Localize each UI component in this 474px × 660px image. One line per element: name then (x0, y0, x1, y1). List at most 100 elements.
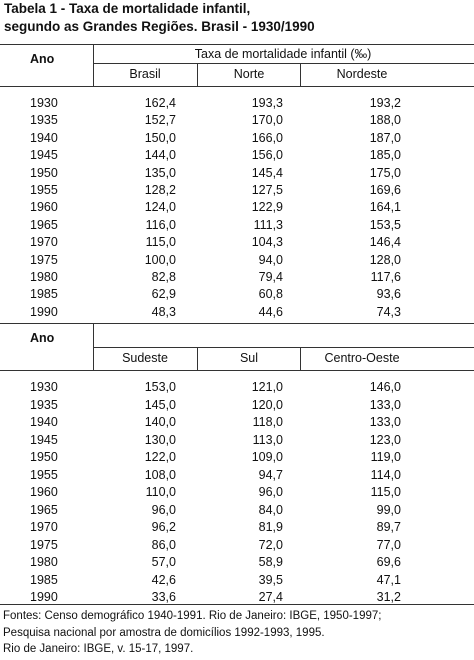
value-cell: 133,0 (369, 397, 401, 412)
value-cell: 94,7 (258, 467, 283, 482)
value-cell: 145,4 (251, 165, 283, 180)
year-header: Ano (30, 331, 55, 345)
value-cell: 86,0 (151, 537, 176, 552)
rule (93, 44, 94, 86)
footnote: Pesquisa nacional por amostra de domicíl… (3, 626, 325, 639)
value-cell: 72,0 (258, 537, 283, 552)
year-cell: 1965 (30, 502, 58, 517)
value-cell: 121,0 (251, 380, 283, 394)
value-cell: 123,0 (369, 432, 401, 447)
value-cell: 111,3 (253, 217, 283, 232)
title: Tabela 1 - Taxa de mortalidade infantil, (4, 1, 251, 16)
year-cell: 1945 (30, 432, 58, 447)
year-cell: 1985 (30, 572, 58, 587)
value-cell: 193,3 (251, 96, 283, 110)
value-cell: 116,0 (145, 217, 176, 232)
column-header: Norte (233, 67, 265, 81)
value-cell: 193,2 (369, 96, 401, 110)
value-cell: 33,6 (151, 590, 176, 604)
rule (197, 63, 198, 86)
column-header: Sudeste (122, 351, 168, 365)
rule (300, 347, 301, 370)
title: segundo as Grandes Regiões. Brasil - 193… (4, 19, 315, 34)
value-cell: 48,3 (151, 304, 176, 319)
value-cell: 152,7 (144, 113, 176, 128)
year-cell: 1950 (30, 165, 58, 180)
column-header: Nordeste (336, 67, 388, 81)
value-cell: 156,0 (251, 148, 283, 163)
column-header: Centro-Oeste (324, 351, 400, 365)
value-cell: 114,0 (370, 467, 401, 482)
rule (0, 370, 474, 371)
value-cell: 84,0 (258, 502, 283, 517)
value-cell: 44,6 (258, 304, 283, 319)
value-cell: 128,2 (144, 183, 176, 197)
year-cell: 1930 (30, 96, 58, 110)
value-cell: 153,0 (144, 380, 176, 394)
year-cell: 1935 (30, 397, 58, 412)
value-cell: 99,0 (376, 502, 401, 517)
value-cell: 93,6 (376, 287, 401, 302)
value-cell: 89,7 (376, 520, 401, 534)
rule (93, 347, 474, 348)
value-cell: 27,4 (258, 590, 283, 604)
value-cell: 94,0 (258, 252, 283, 267)
year-header: Ano (30, 52, 55, 66)
value-cell: 110,0 (145, 485, 176, 499)
year-cell: 1940 (30, 415, 58, 429)
value-cell: 188,0 (369, 113, 401, 128)
year-cell: 1960 (30, 485, 58, 499)
value-cell: 120,0 (251, 397, 283, 412)
value-cell: 169,6 (369, 183, 401, 197)
footnote: Rio de Janeiro: IBGE, v. 15-17, 1997. (3, 643, 194, 655)
value-cell: 109,0 (251, 450, 283, 464)
rule (0, 604, 474, 605)
value-cell: 150,0 (144, 130, 176, 145)
value-cell: 96,0 (258, 485, 283, 499)
value-cell: 175,0 (369, 165, 401, 180)
year-cell: 1975 (30, 252, 58, 267)
value-cell: 69,6 (376, 555, 401, 569)
value-cell: 62,9 (151, 287, 176, 302)
rule (300, 63, 301, 86)
value-cell: 60,8 (258, 287, 283, 302)
year-cell: 1965 (30, 217, 58, 232)
year-cell: 1990 (30, 590, 58, 604)
year-cell: 1990 (30, 304, 58, 319)
value-cell: 187,0 (369, 130, 401, 145)
rule (197, 347, 198, 370)
value-cell: 133,0 (369, 415, 401, 429)
value-cell: 144,0 (144, 148, 176, 163)
value-cell: 115,0 (145, 235, 176, 250)
value-cell: 82,8 (151, 270, 176, 284)
value-cell: 153,5 (369, 217, 401, 232)
year-cell: 1980 (30, 270, 58, 284)
rule (0, 86, 474, 87)
year-cell: 1970 (30, 235, 58, 250)
value-cell: 96,2 (151, 520, 176, 534)
group-header: Taxa de mortalidade infantil (‰) (194, 47, 372, 61)
value-cell: 31,2 (376, 590, 401, 604)
value-cell: 127,5 (251, 183, 283, 197)
year-cell: 1940 (30, 130, 58, 145)
value-cell: 117,6 (370, 270, 401, 284)
value-cell: 100,0 (144, 252, 176, 267)
year-cell: 1970 (30, 520, 58, 534)
value-cell: 81,9 (258, 520, 283, 534)
rule (0, 323, 474, 324)
value-cell: 185,0 (369, 148, 401, 163)
value-cell: 122,9 (251, 200, 283, 215)
year-cell: 1955 (30, 183, 58, 197)
value-cell: 115,0 (370, 485, 401, 499)
value-cell: 124,0 (144, 200, 176, 215)
value-cell: 79,4 (258, 270, 283, 284)
value-cell: 170,0 (251, 113, 283, 128)
column-header: Brasil (129, 67, 161, 81)
value-cell: 118,0 (252, 415, 283, 429)
value-cell: 122,0 (144, 450, 176, 464)
value-cell: 166,0 (251, 130, 283, 145)
year-cell: 1950 (30, 450, 58, 464)
year-cell: 1985 (30, 287, 58, 302)
rule (0, 44, 474, 45)
